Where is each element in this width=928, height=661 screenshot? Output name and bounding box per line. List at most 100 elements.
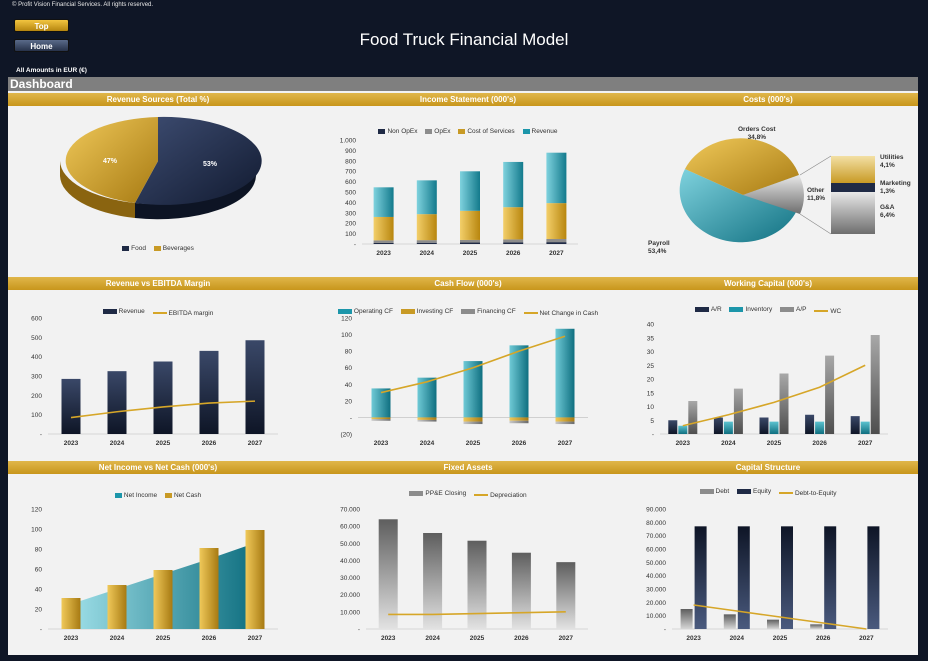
bar-debt-2023 (680, 609, 693, 629)
working-capital-title: Working Capital (000's) (724, 279, 812, 288)
legend-label-netcash: Net Change in Cash (539, 309, 599, 317)
bar-opex-2023 (373, 240, 394, 243)
home-button[interactable]: Home (14, 39, 69, 52)
cost-slice-orders (685, 138, 799, 195)
x-tick-label: 2025 (463, 250, 478, 257)
bar-cost-of-services-2024 (416, 214, 437, 241)
bar-net-cash-2025 (153, 570, 173, 629)
line-debt-to-equity (693, 604, 867, 630)
x-tick-label: 2027 (248, 635, 263, 642)
capital-structure-title: Capital Structure (735, 463, 801, 472)
revenue-sources-chart: 53% 47% (60, 116, 262, 220)
bar-ppe-2026 (511, 552, 531, 629)
bar-ppe-2027 (556, 562, 576, 629)
y-tick-label: 60 (35, 567, 43, 574)
bar-a-p-2026 (825, 355, 835, 434)
y-tick-label: - (40, 432, 42, 439)
bar-a-p-2023 (688, 401, 698, 434)
bar-operating-cf-2024 (417, 377, 437, 418)
bar-inventory-2026 (815, 421, 825, 434)
x-tick-label: 2023 (376, 250, 391, 257)
bar-operating-cf-2026 (509, 345, 529, 418)
bar-revenue-2024 (416, 180, 437, 215)
x-tick-label: 2023 (381, 635, 396, 642)
x-tick-label: 2024 (420, 440, 435, 447)
cash-flow-title: Cash Flow (000's) (434, 279, 502, 288)
costs-chart (679, 138, 875, 243)
section-band-row2 (8, 277, 918, 290)
bar-investing-cf-2025 (463, 417, 483, 422)
legend-swatch-nc (164, 493, 172, 498)
x-tick-label: 2026 (812, 440, 827, 447)
legend-swatch-invcf (400, 309, 415, 314)
bar-a-r-2027 (850, 416, 860, 434)
y-tick-label: 15 (647, 390, 655, 397)
y-tick-label: (20) (340, 432, 352, 439)
x-tick-label: 2024 (730, 635, 745, 642)
y-tick-label: - (40, 627, 42, 634)
line-ebitda-margin (70, 400, 256, 419)
y-tick-label: 60 (345, 365, 353, 372)
y-tick-label: 35 (647, 335, 655, 342)
legend-swatch-ppe (409, 491, 424, 496)
legend-label-ppe: PP&E Closing (425, 490, 467, 497)
x-tick-label: 2024 (110, 440, 125, 447)
y-tick-label: 120 (31, 507, 42, 514)
bar-operating-cf-2023 (371, 388, 391, 418)
section-band-row1 (8, 93, 918, 106)
bar-operating-cf-2025 (463, 361, 483, 418)
net-income-cash-legend: Net Income Net Cash (8, 492, 308, 500)
legend-label-ebitda: EBITDA margin (168, 309, 214, 317)
bar-equity-2023 (694, 526, 707, 629)
bar-non-opex-2026 (503, 242, 524, 244)
cost-label-other: Other 11,8% (807, 187, 826, 202)
y-tick-label: 80.000 (646, 520, 666, 527)
legend-swatch-debt (699, 489, 714, 494)
bar-cost-of-services-2026 (503, 207, 524, 240)
x-tick-label: 2026 (202, 440, 217, 447)
legend-label-debt: Debt (715, 488, 730, 495)
revenue-sources-legend: Food Beverages (8, 245, 308, 253)
income-statement-chart: 1.000 900 800 700 600 500 400 300 200 100 - 2023 202… (340, 138, 578, 257)
bar-inventory-2025 (769, 421, 779, 434)
x-tick-label: 2027 (559, 635, 574, 642)
y-tick-label: 300 (31, 374, 42, 381)
legend-label-inv: Inventory (745, 306, 773, 313)
y-tick-label: 20 (35, 607, 43, 614)
legend-swatch-food (122, 246, 130, 251)
currency-note: All Amounts in EUR (€) (16, 67, 87, 74)
x-tick-label: 2025 (466, 440, 481, 447)
legend-swatch-nonopex (378, 129, 386, 134)
y-tick-label: 90.000 (646, 507, 666, 514)
legend-label-opex: OpEx (434, 128, 451, 135)
bar-revenue-2026 (199, 350, 219, 434)
y-tick-label: 5 (650, 418, 654, 425)
legend-label-dep: Depreciation (490, 491, 527, 499)
x-tick-label: 2026 (506, 250, 521, 257)
bar-investing-cf-2024 (417, 417, 437, 420)
y-tick-label: 30.000 (340, 575, 360, 582)
y-tick-label: 800 (345, 158, 356, 165)
top-button[interactable]: Top (14, 19, 69, 32)
net-income-cash-chart: 120 100 80 60 40 20 - 2023 2024 2025 2026 2027 (31, 507, 278, 642)
legend-swatch-dte (778, 492, 793, 494)
bar-non-opex-2027 (546, 242, 567, 244)
legend-swatch-ap (780, 307, 795, 312)
y-tick-label: 900 (345, 148, 356, 155)
y-tick-label: 200 (31, 393, 42, 400)
dashboard-band (8, 77, 918, 91)
bar-a-r-2026 (805, 414, 815, 434)
y-tick-label: 80 (345, 349, 353, 356)
legend-label-wc: WC (830, 307, 842, 315)
y-tick-label: 100 (345, 231, 356, 238)
y-tick-label: 60.000 (340, 524, 360, 531)
copyright-text: © Profit Vision Financial Services. All … (12, 2, 154, 8)
page-title: Food Truck Financial Model (359, 30, 569, 49)
pie-label-beverages: 47% (103, 158, 118, 165)
y-tick-label: 100 (341, 332, 352, 339)
legend-swatch-revenue (522, 129, 530, 134)
bar-equity-2025 (781, 526, 793, 629)
legend-swatch-inv (729, 307, 744, 312)
bar-opex-2027 (546, 239, 567, 243)
bar-revenue-2027 (546, 152, 567, 204)
